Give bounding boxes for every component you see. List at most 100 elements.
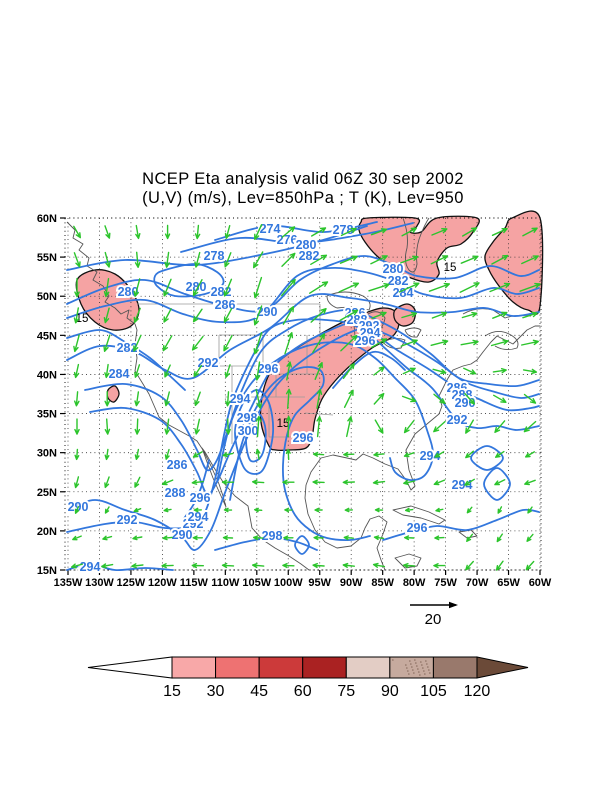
- contour-label: 294: [452, 478, 473, 492]
- temperature-contour: [294, 535, 310, 555]
- wind-arrow: [252, 479, 265, 485]
- wind-arrow: [370, 338, 388, 349]
- wind-arrow: [285, 448, 291, 461]
- wind-arrow: [285, 388, 292, 409]
- wind-arrow: [340, 334, 358, 352]
- colorbar-speckle: [424, 673, 426, 675]
- wind-arrow: [74, 448, 80, 461]
- wind-arrow: [525, 451, 535, 458]
- wind-arrow: [338, 282, 360, 293]
- wind-arrow: [495, 560, 504, 571]
- wind-arrow: [74, 418, 80, 435]
- wind-arrow: [343, 389, 354, 408]
- wind-arrow: [254, 224, 263, 240]
- colorbar-speckle: [419, 674, 421, 676]
- colorbar-speckle: [413, 672, 415, 674]
- wind-arrow: [339, 255, 358, 264]
- shaded-windspeed-region: [358, 215, 480, 283]
- colorbar-label: 75: [337, 683, 355, 700]
- temperature-contour: [234, 389, 275, 475]
- coastline: [382, 337, 406, 349]
- contour-label: 286: [215, 298, 236, 312]
- wind-arrow: [312, 562, 325, 569]
- colorbar-speckle: [406, 667, 408, 669]
- wind-arrow: [490, 339, 509, 347]
- wind-arrow: [373, 366, 385, 376]
- colorbar-speckle: [422, 667, 424, 669]
- wind-arrow: [344, 507, 353, 513]
- wind-arrow: [253, 305, 263, 326]
- contour-label: 292: [359, 319, 380, 333]
- contour-label: 296: [293, 431, 314, 445]
- map-frame: [64, 217, 542, 571]
- wind-arrow: [103, 307, 110, 324]
- contour-label: 286: [167, 458, 188, 472]
- lon-label: 70W: [466, 577, 489, 589]
- contour-label: 294: [230, 392, 251, 406]
- lat-label: 55N: [37, 252, 57, 264]
- wind-arrow: [191, 335, 204, 351]
- wind-arrow: [525, 560, 535, 571]
- colorbar-speckle: [408, 673, 410, 675]
- wind-arrow: [221, 562, 235, 569]
- colorbar-label: 30: [207, 683, 225, 700]
- colorbar-speckle: [427, 666, 429, 668]
- chart-title-line1: NCEP Eta analysis valid 06Z 30 sep 2002: [142, 170, 464, 188]
- wind-arrow: [522, 368, 538, 375]
- colorbar-speckle: [409, 660, 411, 662]
- temperature-contour: [66, 318, 540, 533]
- wind-arrow: [433, 479, 446, 486]
- wind-arrow: [398, 282, 420, 293]
- colorbar-speckle: [423, 670, 425, 672]
- temperature-contour: [66, 563, 174, 572]
- wind-arrow: [433, 420, 446, 433]
- shaded-windspeed-region: [106, 385, 120, 403]
- wind-arrow: [225, 418, 231, 435]
- wind-arrow: [162, 335, 173, 352]
- wind-arrow: [282, 563, 295, 569]
- temperature-contour: [214, 537, 318, 551]
- lon-label: 100W: [274, 577, 303, 589]
- contour-label: 290: [172, 528, 193, 542]
- colorbar-svg: 15 30 45 60 75 90 105 120: [87, 656, 529, 700]
- chart-title: NCEP Eta analysis valid 06Z 30 sep 2002 …: [0, 170, 606, 208]
- wind-arrow: [255, 448, 261, 460]
- wind-arrow: [465, 450, 475, 459]
- analysis-map: 135W 130W 125W 120W 115W 110W 105W 100W 95W 90W 85…: [37, 210, 552, 589]
- wind-arrow: [103, 334, 111, 352]
- wind-arrow: [281, 278, 296, 297]
- wind-arrow: [466, 506, 473, 514]
- wind-arrow: [164, 418, 170, 435]
- wind-arrow: [519, 282, 541, 292]
- coastline: [367, 311, 386, 335]
- contour-label: 288: [347, 313, 368, 327]
- colorbar-speckle: [405, 664, 407, 666]
- colorbar-speckle: [392, 659, 394, 661]
- wind-arrow: [162, 535, 173, 541]
- lon-label: 75W: [434, 577, 457, 589]
- wind-arrow: [163, 507, 172, 513]
- wind-arrow: [135, 224, 141, 240]
- wind-arrow: [72, 535, 82, 541]
- wind-arrow: [432, 368, 447, 375]
- wind-arrow: [523, 420, 537, 433]
- contour-label: 282: [117, 341, 138, 355]
- wind-arrow: [522, 227, 538, 237]
- wind-arrow: [73, 334, 80, 353]
- wind-arrow: [342, 363, 355, 379]
- temperature-contour: [470, 445, 504, 471]
- contour-label: 286: [447, 381, 468, 395]
- colorbar-speckle: [412, 669, 414, 671]
- wind-arrow: [460, 339, 479, 346]
- wind-arrow: [496, 533, 503, 543]
- wind-arrow: [104, 251, 111, 268]
- wind-arrow: [312, 479, 325, 485]
- wind-arrow: [312, 451, 325, 457]
- wind-arrow: [430, 339, 449, 346]
- wind-arrow: [342, 479, 355, 485]
- lon-label: 60W: [529, 577, 552, 589]
- wind-arrow: [164, 448, 170, 460]
- wind-arrow: [522, 311, 538, 319]
- chart-title-line2: (U,V) (m/s), Lev=850hPa ; T (K), Lev=950: [142, 189, 464, 207]
- analysis-map-svg: 135W 130W 125W 120W 115W 110W 105W 100W 95W 90W 85…: [37, 210, 552, 589]
